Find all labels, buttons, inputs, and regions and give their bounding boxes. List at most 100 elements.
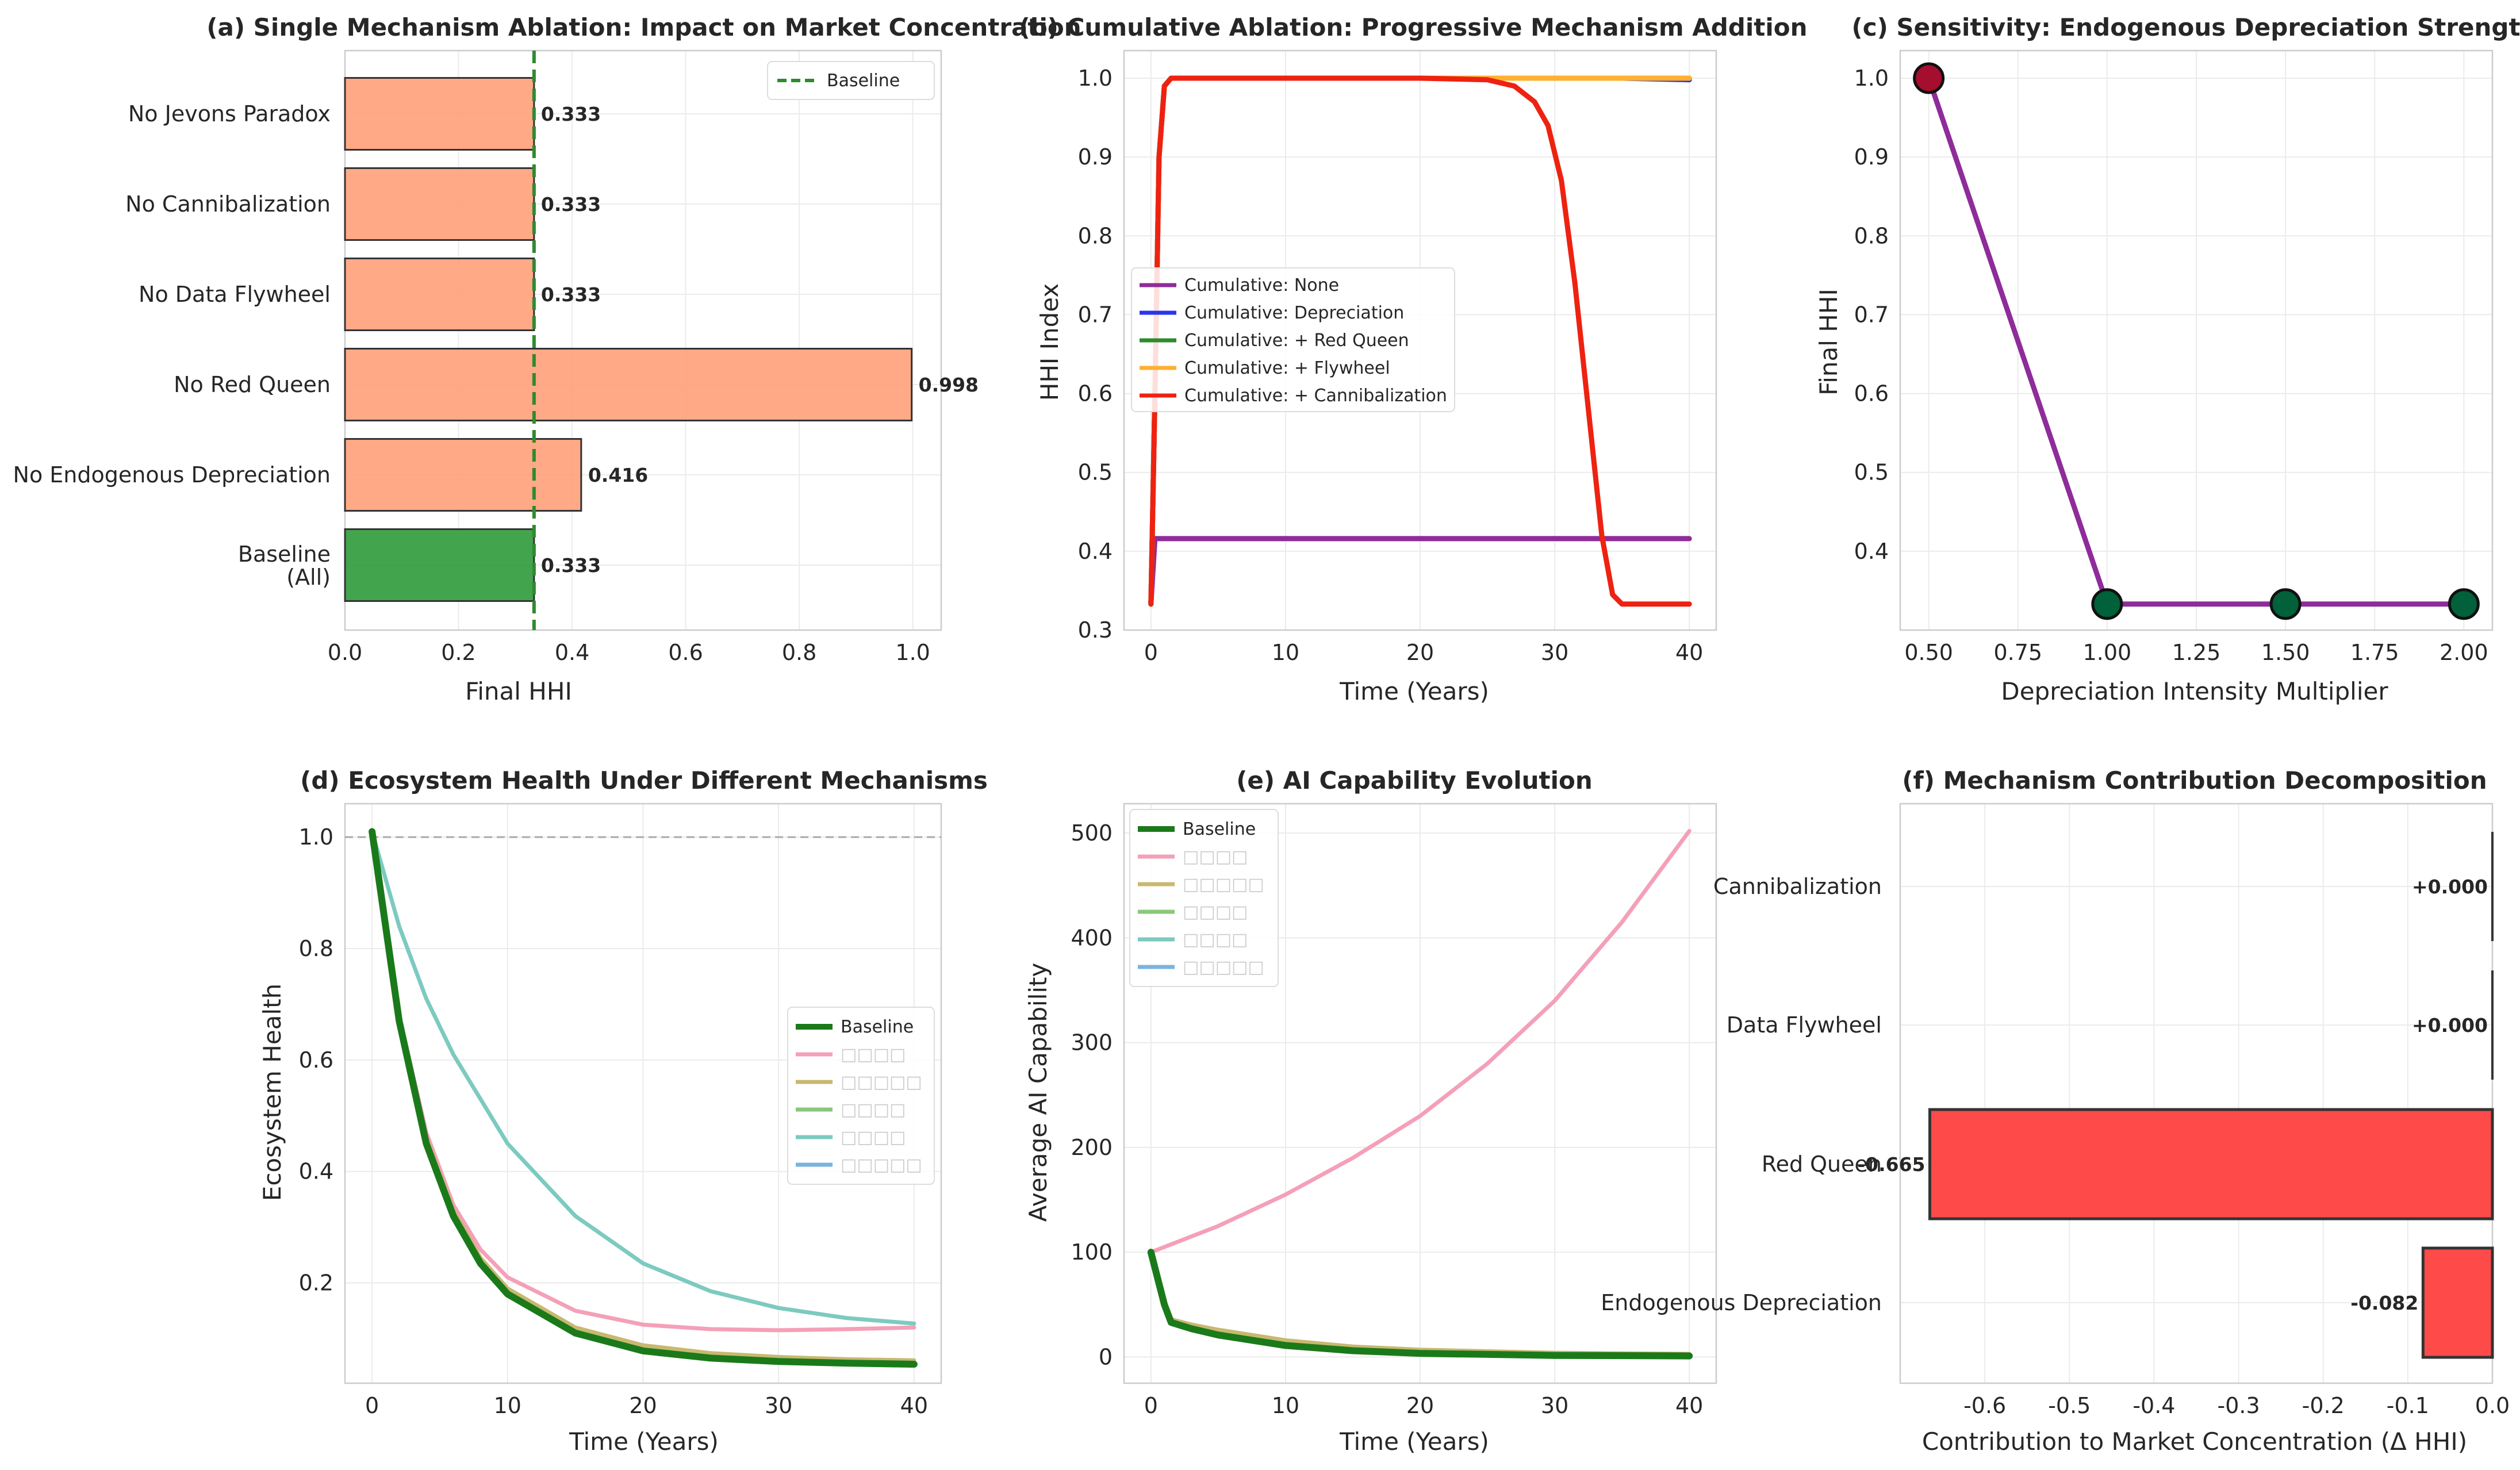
y-tick-label: 0.6 [299, 1047, 333, 1073]
panel-f-x-axis-label: Contribution to Market Concentration (Δ … [1922, 1427, 2467, 1456]
bar-3 [344, 258, 535, 331]
x-tick-label: 0 [1144, 1393, 1158, 1418]
x-tick-label: 0.0 [328, 640, 362, 665]
y-tick-label: 0.6 [1854, 381, 1889, 406]
panel-c-depreciation-sensitivity: (c) Sensitivity: Endogenous Depreciation… [1815, 13, 2520, 705]
y-tick-label: 300 [1071, 1030, 1113, 1056]
data-point-0 [1913, 62, 1945, 94]
legend-label: □□□□ [841, 1127, 906, 1147]
x-tick-label: 0.50 [1904, 640, 1953, 665]
panel-c-title: (c) Sensitivity: Endogenous Depreciation… [1852, 13, 2520, 41]
panel-e-x-axis-label: Time (Years) [1339, 1427, 1489, 1456]
x-tick-label: 40 [1675, 1393, 1703, 1418]
y-tick-label: 0.2 [299, 1271, 333, 1296]
legend-label: □□□□□ [1183, 874, 1264, 895]
data-point-1 [2091, 588, 2123, 620]
category-label: Endogenous Depreciation [1601, 1290, 1882, 1315]
panel-e-title: (e) AI Capability Evolution [1236, 766, 1593, 795]
series-line-4 [370, 830, 916, 1326]
bar-5 [344, 77, 535, 151]
bar-2 [344, 348, 913, 421]
series-line-1 [1149, 828, 1691, 1254]
y-tick-label: 400 [1071, 925, 1113, 950]
series-line-0 [369, 828, 918, 1368]
legend-label: Cumulative: None [1184, 275, 1339, 295]
legend-label: Cumulative: + Flywheel [1184, 358, 1390, 378]
bar-4 [344, 167, 535, 241]
legend-label: □□□□□ [841, 1155, 922, 1175]
y-tick-label: 1.0 [299, 824, 333, 850]
legend-box [787, 1007, 935, 1185]
sensitivity-line [1926, 75, 2467, 607]
category-label: No Data Flywheel [139, 282, 331, 307]
x-tick-label: 1.50 [2261, 640, 2310, 665]
panel-b-cumulative-ablation: (b) Cumulative Ablation: Progressive Mec… [1019, 13, 1808, 705]
y-tick-label: 100 [1071, 1239, 1113, 1265]
panel-a-plot-frame [344, 49, 942, 631]
y-tick-label: 0.9 [1854, 144, 1889, 170]
y-tick-label: 0.7 [1078, 302, 1113, 327]
panel-a-x-axis-label: Final HHI [465, 677, 572, 705]
x-tick-label: -0.3 [2217, 1393, 2260, 1418]
x-tick-label: 0.6 [668, 640, 703, 665]
panel-b-x-axis-label: Time (Years) [1339, 677, 1489, 705]
x-tick-label: 2.00 [2440, 640, 2488, 665]
legend-box [767, 61, 935, 100]
y-tick-label: 0.4 [1854, 539, 1889, 564]
category-label: Red Queen [1762, 1152, 1882, 1177]
y-tick-label: 500 [1071, 820, 1113, 846]
x-tick-label: 0 [365, 1393, 379, 1418]
x-tick-label: 20 [629, 1393, 657, 1418]
panel-b-y-axis-label: HHI Index [1035, 283, 1064, 401]
y-tick-label: 0.8 [1854, 223, 1889, 248]
legend-label: □□□□ [1183, 930, 1248, 950]
panel-f-title: (f) Mechanism Contribution Decomposition [1902, 766, 2487, 795]
x-tick-label: 40 [900, 1393, 928, 1418]
x-tick-label: 0.8 [782, 640, 816, 665]
category-label: No Endogenous Depreciation [13, 462, 331, 488]
series-line-4 [1148, 75, 1692, 607]
x-tick-label: -0.6 [1963, 1393, 2006, 1418]
panel-a-title: (a) Single Mechanism Ablation: Impact on… [206, 13, 1081, 41]
y-tick-label: 0.4 [1078, 539, 1113, 564]
panel-d-title: (d) Ecosystem Health Under Different Mec… [300, 766, 988, 795]
x-tick-label: 30 [1541, 640, 1568, 665]
y-tick-label: 0.8 [1078, 223, 1113, 248]
x-tick-label: 1.75 [2350, 640, 2399, 665]
y-tick-label: 0.4 [299, 1159, 333, 1184]
bar-value-label: 0.333 [541, 193, 601, 216]
legend-label: □□□□□ [1183, 957, 1264, 977]
legend-label: Baseline [827, 71, 900, 91]
x-tick-label: 30 [765, 1393, 792, 1418]
data-point-2 [2269, 588, 2302, 620]
x-tick-label: -0.2 [2302, 1393, 2345, 1418]
x-tick-label: -0.5 [2048, 1393, 2091, 1418]
bar-value-label: 0.998 [919, 374, 979, 396]
plot-frame [344, 803, 942, 1384]
category-label: Cannibalization [1713, 874, 1882, 899]
y-tick-label: 0.5 [1078, 460, 1113, 485]
bar-value-label: 0.333 [541, 283, 601, 306]
y-tick-label: 0.9 [1078, 144, 1113, 170]
legend-label: Baseline [841, 1017, 914, 1037]
category-label: No Red Queen [174, 372, 331, 397]
x-tick-label: 20 [1406, 1393, 1434, 1418]
legend-box [1131, 267, 1455, 412]
plot-frame [1123, 49, 1717, 631]
panel-a-single-mechanism-ablation: (a) Single Mechanism Ablation: Impact on… [13, 13, 1081, 705]
bar-value-label: 0.333 [541, 554, 601, 577]
data-point-3 [2448, 588, 2480, 620]
legend-label: Baseline [1183, 819, 1256, 839]
x-tick-label: 20 [1406, 640, 1434, 665]
x-tick-label: -0.1 [2387, 1393, 2429, 1418]
y-tick-label: 1.0 [1078, 66, 1113, 91]
x-tick-label: 0.2 [441, 640, 475, 665]
x-tick-label: -0.4 [2132, 1393, 2175, 1418]
bar-0 [2421, 1246, 2494, 1359]
x-tick-label: 40 [1675, 640, 1703, 665]
category-label: Data Flywheel [1727, 1012, 1882, 1038]
y-tick-label: 1.0 [1854, 66, 1889, 91]
legend-box [1129, 809, 1279, 987]
panel-c-x-axis-label: Depreciation Intensity Multiplier [2001, 677, 2388, 705]
